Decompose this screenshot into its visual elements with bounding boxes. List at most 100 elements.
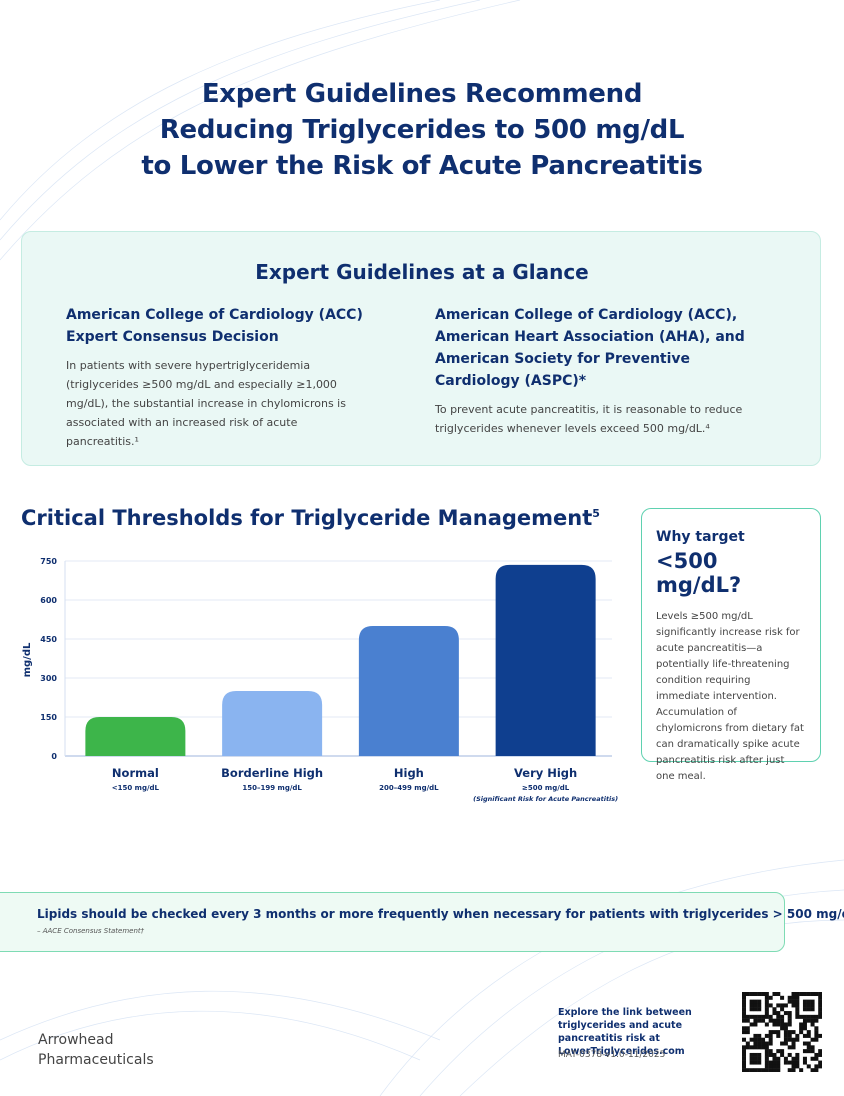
qr-module — [768, 1033, 773, 1038]
qr-module — [772, 1064, 777, 1069]
qr-module — [795, 1052, 800, 1057]
qr-module — [787, 1060, 792, 1065]
qr-module — [753, 999, 758, 1004]
qr-module — [742, 995, 747, 1000]
qr-module — [799, 1030, 804, 1035]
qr-module — [799, 1068, 804, 1072]
guideline-org: American College of Cardiology (ACC), Am… — [435, 307, 745, 389]
qr-module — [764, 1033, 769, 1038]
qr-module — [818, 1014, 822, 1019]
qr-module — [745, 1041, 750, 1046]
qr-module — [772, 1007, 777, 1012]
qr-module — [753, 992, 758, 997]
qr-module — [814, 1030, 819, 1035]
page-title: Expert Guidelines Recommend Reducing Tri… — [0, 76, 844, 184]
qr-module — [806, 992, 811, 997]
qr-module — [776, 992, 781, 997]
qr-module — [742, 1060, 747, 1065]
sidebar-headline: <500 mg/dL? — [656, 549, 742, 597]
qr-module — [802, 999, 807, 1004]
qr-module — [783, 1026, 788, 1031]
qr-module — [753, 1068, 758, 1072]
qr-module — [814, 1026, 819, 1031]
qr-module — [742, 1007, 747, 1012]
qr-module — [818, 1003, 822, 1008]
qr-module — [776, 1033, 781, 1038]
qr-module — [818, 1064, 822, 1069]
qr-module — [795, 999, 800, 1004]
qr-module — [768, 1052, 773, 1057]
qr-module — [753, 1003, 758, 1008]
qr-module — [749, 1014, 754, 1019]
sidebar-lead: Why target — [656, 529, 745, 545]
x-tick-label: Normal — [112, 766, 159, 780]
qr-module — [768, 1064, 773, 1069]
qr-module — [768, 1041, 773, 1046]
qr-module — [768, 1003, 773, 1008]
qr-module — [761, 1045, 766, 1050]
qr-module — [761, 1037, 766, 1042]
qr-module — [783, 1041, 788, 1046]
qr-module — [749, 1022, 754, 1027]
qr-module — [787, 1033, 792, 1038]
y-tick-label: 750 — [40, 557, 57, 566]
qr-module — [810, 1018, 815, 1023]
qr-module — [795, 1037, 800, 1042]
sidebar-text: Levels ≥500 mg/dL significantly increase… — [656, 611, 804, 782]
qr-module — [753, 1018, 758, 1023]
qr-module — [768, 1037, 773, 1042]
qr-module — [791, 992, 796, 997]
qr-module — [810, 1049, 815, 1054]
qr-module — [776, 1030, 781, 1035]
qr-module — [776, 1011, 781, 1016]
qr-module — [768, 1018, 773, 1023]
qr-module — [795, 1007, 800, 1012]
qr-module — [810, 1007, 815, 1012]
qr-module — [764, 1041, 769, 1046]
guideline-text: In patients with severe hypertriglycerid… — [66, 359, 346, 448]
callout-source: – AACE Consensus Statement† — [37, 927, 145, 935]
qr-module — [745, 1026, 750, 1031]
qr-module — [783, 1056, 788, 1061]
qr-module — [791, 1003, 796, 1008]
qr-module — [745, 1030, 750, 1035]
qr-module — [749, 1056, 754, 1061]
qr-module — [791, 1030, 796, 1035]
qr-module — [776, 1060, 781, 1065]
qr-module — [806, 1049, 811, 1054]
qr-module — [745, 1068, 750, 1072]
qr-module — [795, 1056, 800, 1061]
qr-module — [818, 1052, 822, 1057]
qr-module — [757, 1018, 762, 1023]
qr-module — [780, 1003, 785, 1008]
qr-module — [768, 1030, 773, 1035]
qr-module — [776, 1064, 781, 1069]
qr-module — [768, 995, 773, 1000]
qr-module — [787, 1045, 792, 1050]
qr-module — [749, 999, 754, 1004]
qr-module — [787, 999, 792, 1004]
qr-module — [749, 1007, 754, 1012]
qr-module — [783, 1037, 788, 1042]
sidebar: Why target <500 mg/dL? Levels ≥500 mg/dL… — [641, 508, 821, 782]
qr-module — [772, 1068, 777, 1072]
guidelines-heading: Expert Guidelines at a Glance — [255, 260, 589, 284]
qr-module — [757, 1003, 762, 1008]
qr-module — [764, 995, 769, 1000]
qr-module — [768, 1060, 773, 1065]
qr-module — [814, 1064, 819, 1069]
chart-title-text: Critical Thresholds for Triglyceride Man… — [21, 506, 593, 530]
qr-module — [764, 1049, 769, 1054]
qr-module — [742, 1037, 747, 1042]
title-line: Expert Guidelines Recommend — [201, 79, 643, 109]
qr-module — [772, 1022, 777, 1027]
qr-module — [742, 1068, 747, 1072]
qr-module — [802, 1022, 807, 1027]
qr-module — [745, 1014, 750, 1019]
qr-module — [818, 1060, 822, 1065]
qr-module — [753, 1007, 758, 1012]
qr-module — [780, 1007, 785, 1012]
qr-module — [757, 1041, 762, 1046]
qr-module — [787, 1030, 792, 1035]
